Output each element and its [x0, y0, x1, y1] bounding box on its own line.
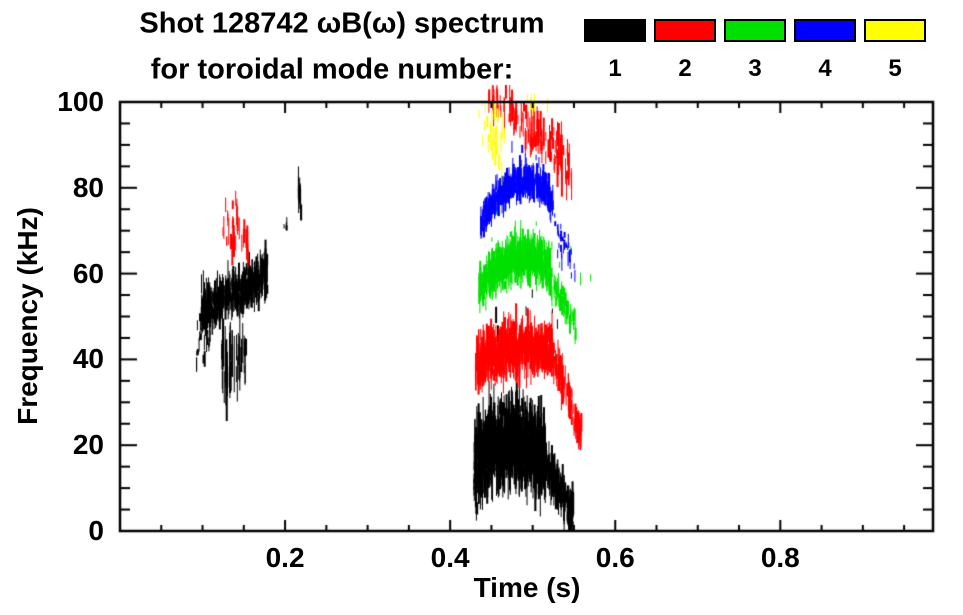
y-axis-label: Frequency (kHz) [12, 207, 43, 425]
x-tick-label: 0.4 [430, 542, 470, 573]
x-tick-label: 0.6 [595, 542, 635, 573]
legend-swatch-mode-5 [864, 19, 926, 42]
y-tick-label: 60 [72, 257, 104, 289]
mode-legend: 1 2 3 4 5 [0, 0, 963, 100]
legend-label-mode-5: 5 [888, 55, 902, 82]
legend-label-mode-3: 3 [748, 55, 762, 82]
legend-label-mode-2: 2 [678, 55, 692, 82]
legend-swatch-mode-4 [794, 19, 856, 42]
legend-label-mode-1: 1 [608, 55, 622, 82]
y-tick-label: 20 [72, 429, 104, 461]
x-tick-label: 0.8 [760, 542, 800, 573]
legend-swatch-mode-3 [724, 19, 786, 42]
x-tick-label: 0.2 [265, 542, 305, 573]
y-tick-label: 40 [72, 343, 104, 375]
y-tick-label: 0 [88, 515, 104, 546]
x-axis-label: Time (s) [473, 572, 581, 603]
legend-label-mode-4: 4 [818, 55, 832, 82]
y-tick-label: 100 [57, 86, 104, 117]
figure-title-line-1: Shot 128742 ωB(ω) spectrum [139, 7, 545, 40]
y-tick-label: 80 [72, 171, 104, 203]
legend-swatch-mode-2 [654, 19, 716, 42]
legend-swatch-mode-1 [584, 19, 646, 42]
figure-title-line-2: for toroidal mode number: [150, 53, 514, 86]
